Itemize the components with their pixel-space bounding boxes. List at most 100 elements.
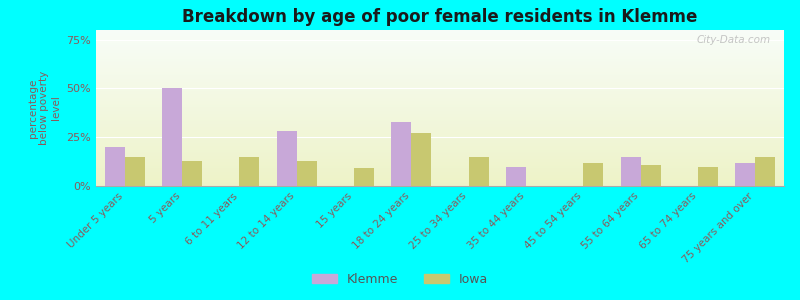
Bar bbox=[96, 129, 784, 130]
Bar bbox=[96, 92, 784, 93]
Bar bbox=[96, 38, 784, 39]
Bar bbox=[96, 72, 784, 73]
Bar bbox=[96, 108, 784, 109]
Bar bbox=[96, 73, 784, 74]
Bar bbox=[96, 68, 784, 69]
Bar bbox=[96, 155, 784, 156]
Bar bbox=[96, 142, 784, 143]
Bar bbox=[96, 85, 784, 86]
Bar bbox=[277, 131, 297, 186]
Bar bbox=[239, 157, 259, 186]
Bar bbox=[391, 122, 411, 186]
Bar bbox=[96, 34, 784, 35]
Bar bbox=[182, 161, 202, 186]
Bar bbox=[96, 55, 784, 56]
Bar bbox=[96, 33, 784, 34]
Bar bbox=[96, 89, 784, 90]
Bar bbox=[411, 133, 431, 186]
Bar bbox=[96, 84, 784, 85]
Bar bbox=[96, 152, 784, 153]
Bar bbox=[96, 70, 784, 71]
Bar bbox=[96, 79, 784, 80]
Bar bbox=[96, 138, 784, 139]
Bar bbox=[96, 118, 784, 119]
Bar bbox=[96, 94, 784, 95]
Bar bbox=[96, 93, 784, 94]
Text: City-Data.com: City-Data.com bbox=[696, 35, 770, 45]
Bar bbox=[297, 161, 317, 186]
Bar bbox=[469, 157, 489, 186]
Bar bbox=[96, 95, 784, 96]
Bar bbox=[96, 126, 784, 127]
Bar bbox=[735, 163, 755, 186]
Bar bbox=[96, 106, 784, 107]
Bar bbox=[96, 173, 784, 174]
Bar bbox=[96, 149, 784, 150]
Bar bbox=[96, 90, 784, 91]
Bar bbox=[96, 162, 784, 163]
Bar bbox=[96, 145, 784, 146]
Bar bbox=[96, 179, 784, 180]
Bar bbox=[96, 96, 784, 97]
Bar bbox=[96, 140, 784, 141]
Bar bbox=[96, 123, 784, 124]
Legend: Klemme, Iowa: Klemme, Iowa bbox=[307, 268, 493, 291]
Bar bbox=[96, 71, 784, 72]
Bar bbox=[96, 59, 784, 60]
Bar bbox=[96, 49, 784, 50]
Bar bbox=[506, 167, 526, 186]
Bar bbox=[96, 58, 784, 59]
Bar bbox=[96, 143, 784, 144]
Bar bbox=[96, 47, 784, 48]
Bar bbox=[96, 156, 784, 157]
Bar bbox=[96, 168, 784, 169]
Bar bbox=[96, 76, 784, 77]
Bar bbox=[96, 56, 784, 57]
Bar bbox=[96, 88, 784, 89]
Bar bbox=[96, 54, 784, 55]
Bar bbox=[96, 134, 784, 135]
Bar bbox=[96, 119, 784, 120]
Bar bbox=[96, 167, 784, 168]
Bar bbox=[96, 99, 784, 100]
Bar bbox=[96, 150, 784, 151]
Bar bbox=[96, 174, 784, 175]
Bar bbox=[96, 67, 784, 68]
Bar bbox=[96, 165, 784, 166]
Bar bbox=[96, 163, 784, 164]
Bar bbox=[96, 45, 784, 46]
Bar bbox=[96, 132, 784, 133]
Bar bbox=[96, 183, 784, 184]
Bar bbox=[96, 48, 784, 49]
Bar bbox=[96, 104, 784, 105]
Bar bbox=[96, 85, 784, 86]
Bar bbox=[96, 154, 784, 155]
Bar bbox=[96, 125, 784, 126]
Bar bbox=[96, 116, 784, 117]
Bar bbox=[96, 124, 784, 125]
Bar bbox=[96, 31, 784, 32]
Bar bbox=[96, 52, 784, 53]
Bar bbox=[96, 141, 784, 142]
Bar bbox=[96, 35, 784, 36]
Bar bbox=[96, 74, 784, 75]
Bar bbox=[96, 139, 784, 140]
Bar bbox=[96, 166, 784, 167]
Bar bbox=[96, 46, 784, 47]
Bar bbox=[96, 82, 784, 83]
Bar bbox=[96, 136, 784, 137]
Bar bbox=[96, 148, 784, 149]
Bar bbox=[96, 147, 784, 148]
Bar bbox=[96, 128, 784, 129]
Bar bbox=[96, 50, 784, 51]
Bar bbox=[698, 167, 718, 186]
Bar bbox=[96, 81, 784, 82]
Bar bbox=[96, 175, 784, 176]
Bar bbox=[96, 151, 784, 152]
Bar bbox=[96, 113, 784, 114]
Bar bbox=[96, 112, 784, 113]
Bar bbox=[96, 157, 784, 158]
Bar bbox=[96, 65, 784, 66]
Bar bbox=[96, 122, 784, 123]
Bar bbox=[96, 39, 784, 40]
